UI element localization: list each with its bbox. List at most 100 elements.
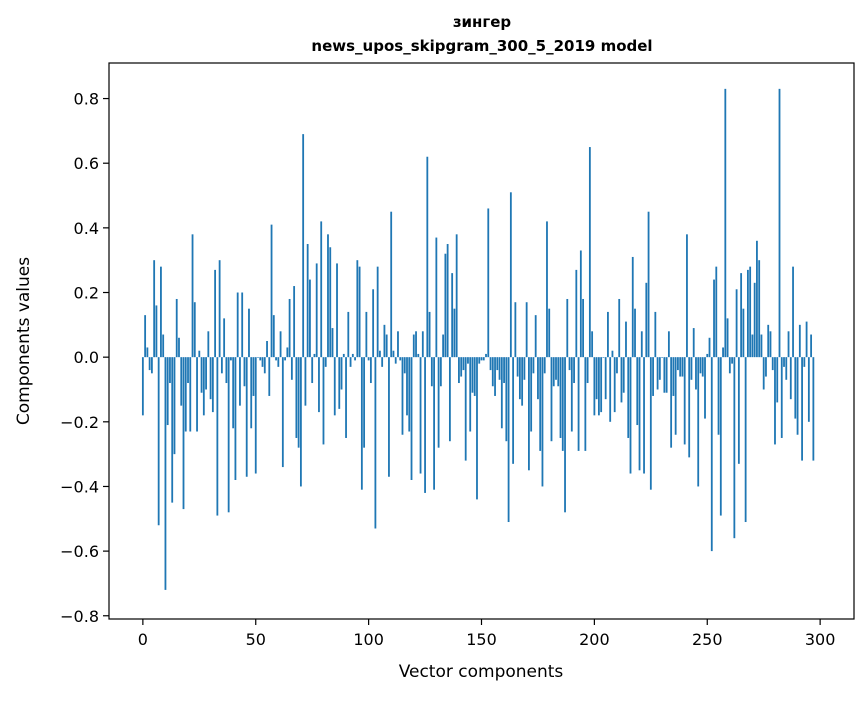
bar-component-106 bbox=[381, 357, 384, 367]
x-tick-label: 200 bbox=[579, 630, 610, 649]
bar-component-62 bbox=[281, 357, 284, 468]
bar-component-82 bbox=[327, 234, 329, 358]
bar-component-15 bbox=[175, 298, 178, 358]
bar-component-4 bbox=[150, 357, 153, 374]
bar-component-63 bbox=[284, 357, 286, 361]
bar-component-241 bbox=[686, 234, 688, 358]
bar-component-123 bbox=[419, 357, 422, 474]
bar-component-132 bbox=[439, 357, 442, 387]
bar-component-175 bbox=[537, 357, 539, 400]
bar-component-46 bbox=[245, 357, 248, 477]
bar-component-235 bbox=[672, 357, 675, 396]
bar-component-206 bbox=[607, 311, 609, 358]
bar-component-149 bbox=[478, 357, 481, 364]
bar-component-262 bbox=[733, 357, 736, 539]
bar-component-101 bbox=[369, 357, 372, 384]
bar-component-55 bbox=[266, 341, 268, 358]
bar-component-5 bbox=[153, 260, 156, 358]
bar-component-255 bbox=[717, 357, 720, 435]
bar-component-155 bbox=[491, 357, 494, 387]
bar-component-168 bbox=[521, 357, 524, 406]
bar-component-191 bbox=[573, 357, 575, 384]
bar-component-223 bbox=[645, 282, 648, 358]
bar-component-234 bbox=[670, 357, 673, 448]
bar-component-71 bbox=[302, 134, 305, 358]
bar-component-85 bbox=[333, 357, 336, 416]
bar-component-266 bbox=[742, 308, 745, 358]
bar-component-119 bbox=[410, 357, 413, 480]
bar-component-240 bbox=[683, 357, 686, 445]
bar-component-2 bbox=[146, 347, 149, 358]
bar-component-109 bbox=[388, 357, 390, 477]
bar-component-271 bbox=[753, 282, 756, 358]
bar-component-222 bbox=[643, 357, 645, 474]
bar-component-256 bbox=[719, 357, 722, 516]
bar-component-272 bbox=[756, 240, 758, 358]
bar-component-105 bbox=[379, 350, 381, 358]
y-tick-label: 0.2 bbox=[74, 284, 99, 303]
bar-component-165 bbox=[514, 302, 517, 358]
bar-component-66 bbox=[290, 357, 293, 380]
bar-component-114 bbox=[399, 357, 402, 361]
bar-component-297 bbox=[812, 357, 815, 461]
bar-component-214 bbox=[625, 321, 627, 358]
bar-component-247 bbox=[699, 357, 702, 374]
chart-title-line2: news_upos_skipgram_300_5_2019 model bbox=[311, 37, 652, 55]
bar-component-131 bbox=[437, 357, 440, 448]
bar-component-160 bbox=[503, 357, 505, 384]
bar-component-261 bbox=[731, 357, 733, 364]
bar-component-97 bbox=[360, 357, 363, 490]
bar-component-203 bbox=[600, 357, 603, 413]
bar-component-70 bbox=[299, 357, 302, 487]
bar-component-276 bbox=[765, 357, 767, 377]
bar-component-125 bbox=[424, 357, 426, 493]
bar-component-189 bbox=[568, 357, 571, 371]
bar-component-283 bbox=[780, 357, 783, 438]
bar-component-18 bbox=[182, 357, 185, 510]
bar-component-152 bbox=[485, 353, 487, 358]
bar-component-292 bbox=[801, 357, 803, 461]
bar-component-184 bbox=[557, 357, 560, 387]
bar-component-111 bbox=[392, 350, 395, 358]
bar-component-193 bbox=[577, 357, 580, 451]
bar-component-172 bbox=[530, 357, 533, 432]
bar-component-83 bbox=[329, 247, 332, 358]
bar-component-116 bbox=[403, 357, 406, 374]
bar-component-117 bbox=[406, 357, 408, 416]
bar-component-8 bbox=[160, 266, 162, 358]
bar-component-27 bbox=[202, 357, 205, 416]
bar-component-56 bbox=[268, 357, 271, 396]
bar-component-278 bbox=[769, 331, 772, 358]
bar-component-50 bbox=[254, 357, 257, 474]
bar-component-138 bbox=[453, 308, 456, 358]
bar-component-19 bbox=[184, 357, 187, 432]
bar-component-126 bbox=[426, 156, 429, 358]
bar-component-245 bbox=[695, 357, 697, 390]
bar-component-282 bbox=[778, 88, 781, 358]
bar-component-224 bbox=[647, 211, 650, 358]
bar-component-17 bbox=[180, 357, 183, 406]
bar-component-134 bbox=[444, 253, 447, 358]
bar-component-23 bbox=[193, 302, 196, 358]
bar-component-181 bbox=[550, 357, 553, 442]
bar-component-294 bbox=[805, 321, 808, 358]
bar-component-153 bbox=[487, 208, 490, 358]
bar-component-257 bbox=[722, 347, 724, 358]
bar-component-228 bbox=[656, 357, 659, 390]
bar-component-285 bbox=[785, 357, 788, 380]
bar-component-187 bbox=[564, 357, 566, 513]
bar-component-207 bbox=[609, 357, 612, 422]
bar-component-185 bbox=[559, 357, 562, 438]
bar-component-11 bbox=[166, 357, 169, 426]
bar-component-202 bbox=[597, 357, 600, 416]
y-tick-label: −0.8 bbox=[60, 607, 99, 626]
bar-component-88 bbox=[340, 357, 343, 390]
bar-component-190 bbox=[570, 357, 573, 432]
bar-component-130 bbox=[435, 237, 438, 358]
bar-component-35 bbox=[220, 357, 223, 374]
bar-component-249 bbox=[704, 357, 706, 419]
bar-component-281 bbox=[776, 357, 779, 403]
x-tick-label: 150 bbox=[466, 630, 497, 649]
bar-component-127 bbox=[428, 311, 431, 358]
bar-component-265 bbox=[740, 273, 743, 358]
